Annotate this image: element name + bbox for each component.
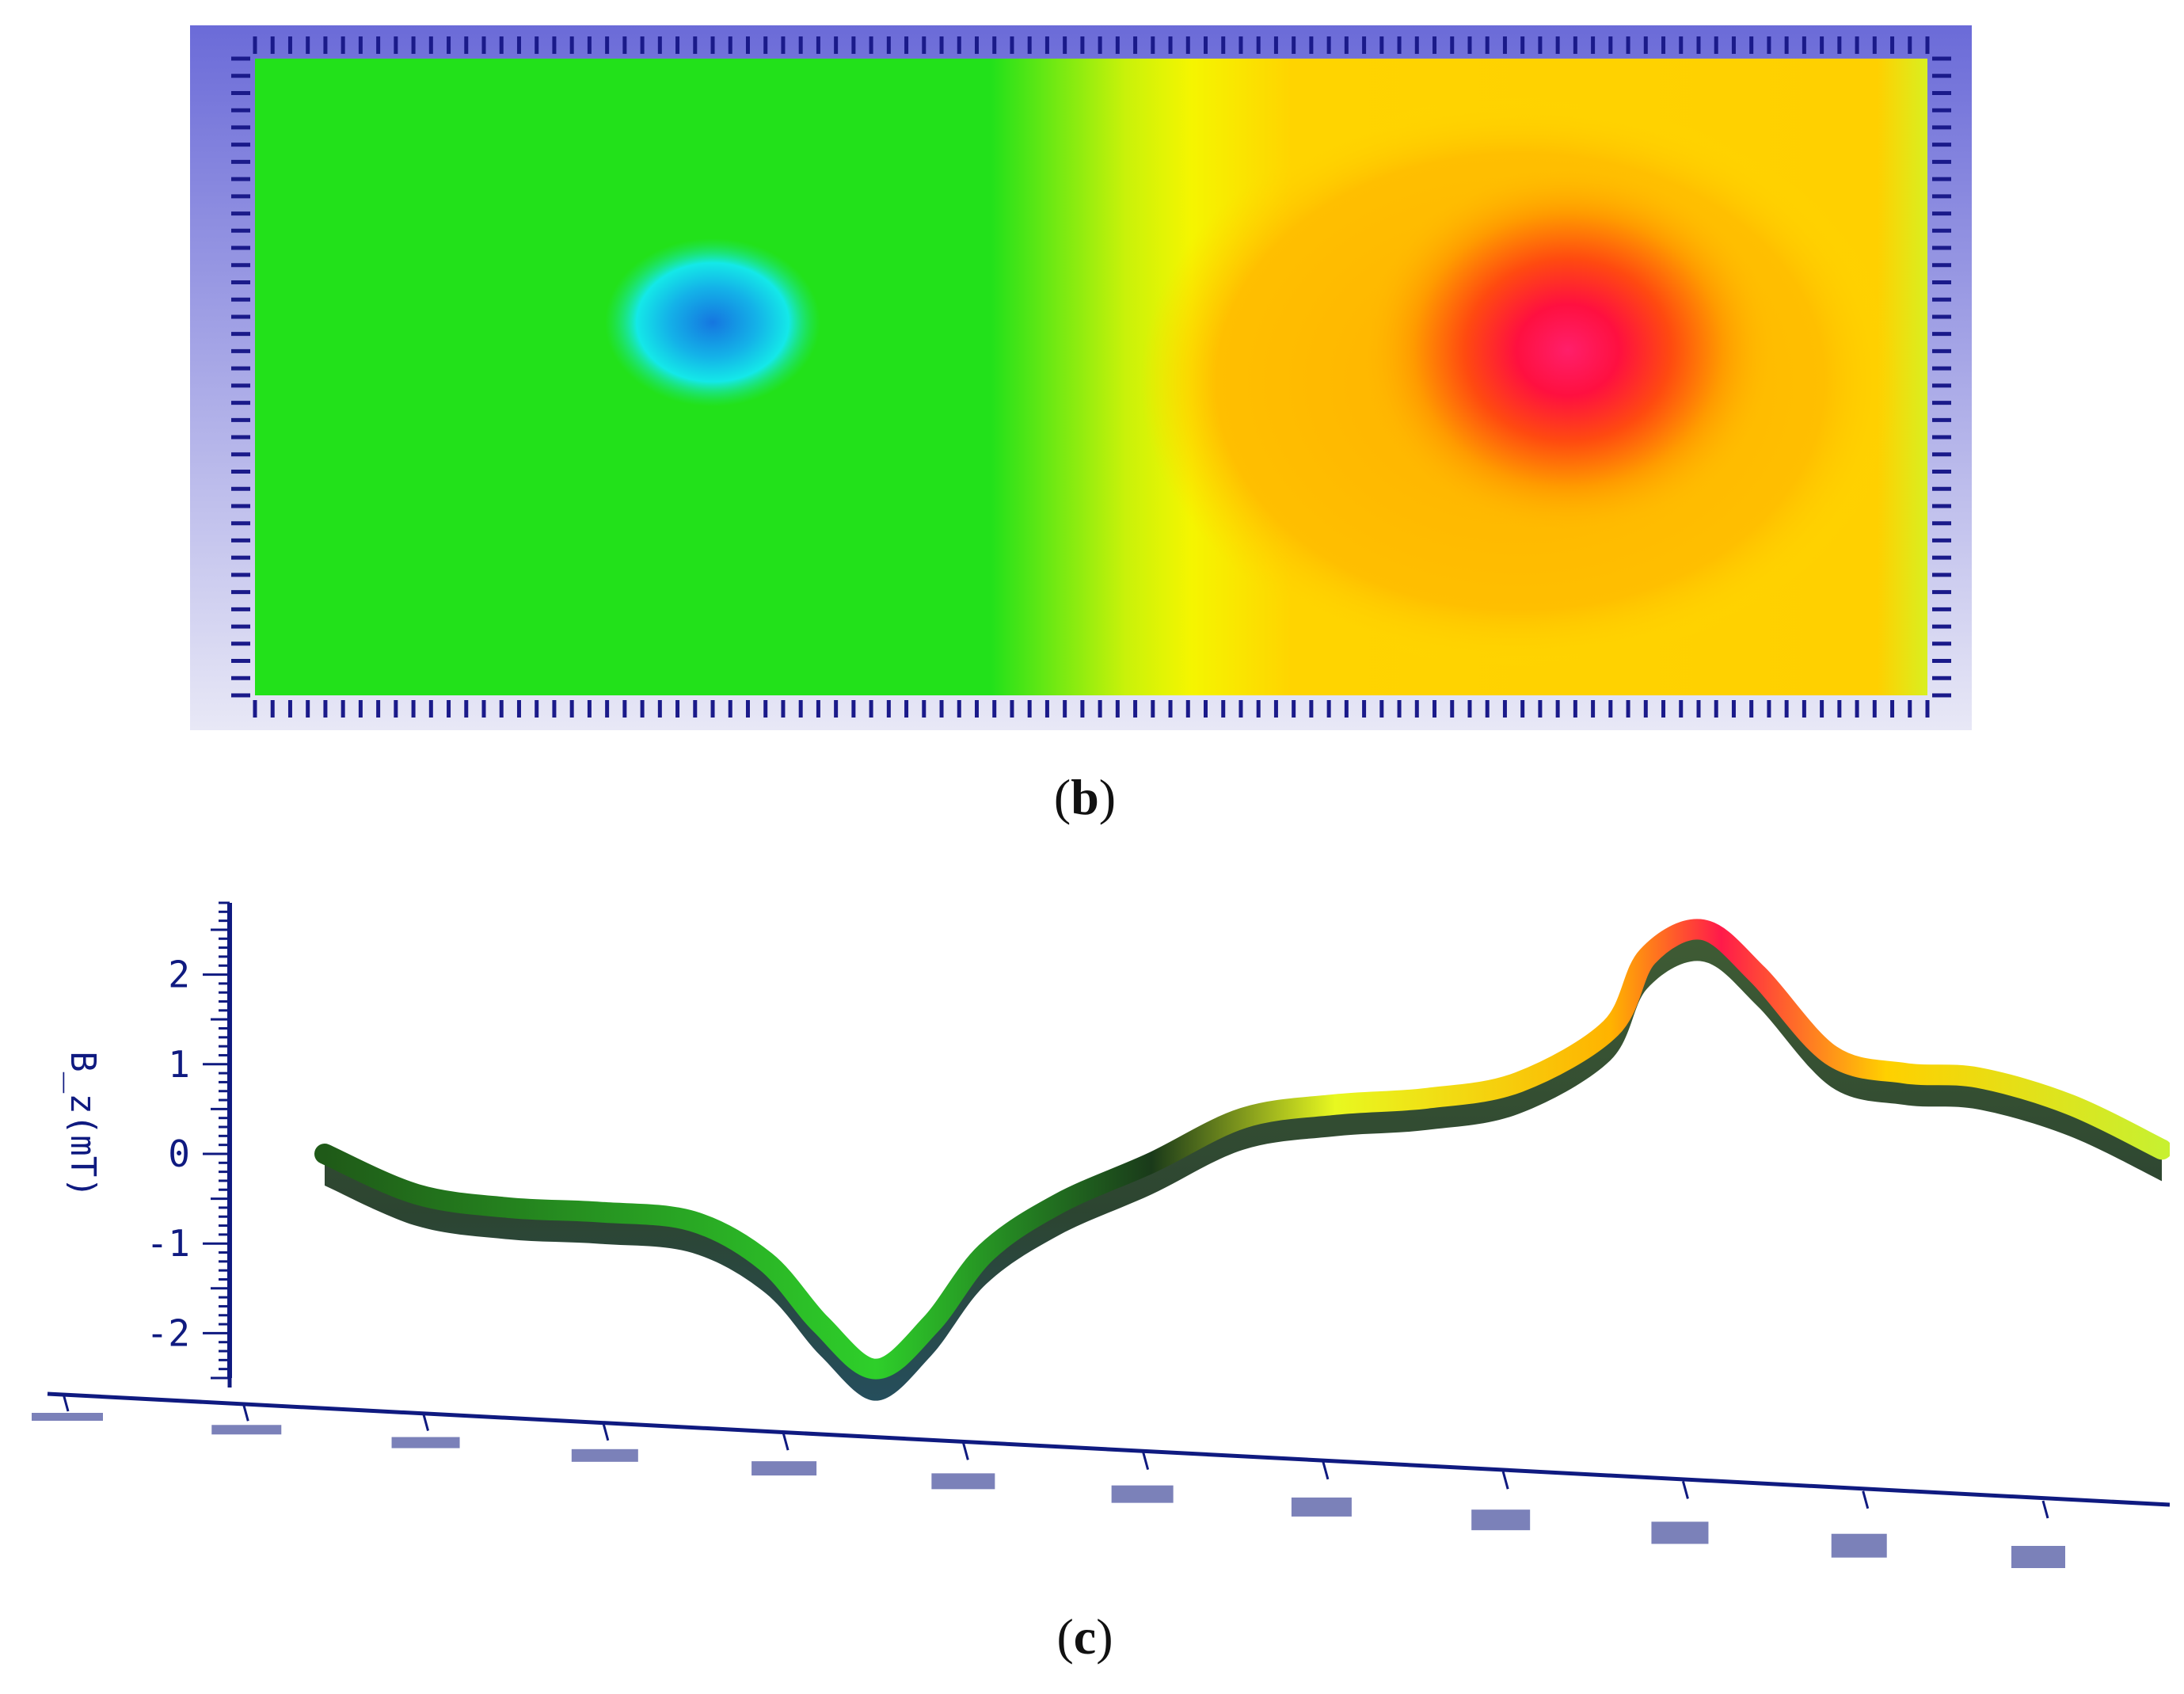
x-tick (422, 1413, 429, 1431)
y-tick-label: -1 (146, 1222, 190, 1265)
x-tick-label-blur (211, 1425, 282, 1435)
x-tick (2041, 1500, 2049, 1519)
x-tick (782, 1432, 790, 1451)
x-tick (1142, 1452, 1150, 1471)
y-tick-label: 2 (168, 954, 190, 996)
y-axis-label: B_z(mT) (63, 1051, 103, 1197)
x-tick-label-blur (1291, 1497, 1352, 1517)
surface-panel: 2 1 0 -1 -2 B_z(mT) (16, 887, 2172, 1571)
surface-underside (325, 929, 2162, 1401)
heatmap-minimum-spot (586, 223, 839, 421)
x-tick-label-blur (571, 1448, 638, 1462)
x-tick (1322, 1461, 1330, 1480)
surface-svg: 2 1 0 -1 -2 B_z(mT) (32, 901, 2172, 1571)
x-tick (62, 1393, 70, 1412)
x-tick (1682, 1481, 1689, 1499)
surface-axes: 2 1 0 -1 -2 (32, 901, 2171, 1571)
x-tick-label-blur (751, 1461, 817, 1476)
heatmap-svg (190, 25, 1972, 730)
y-tick-label: 1 (168, 1043, 190, 1086)
x-tick-label-blur (1831, 1533, 1887, 1558)
x-tick-label-blur (32, 1413, 103, 1421)
x-axis-line (47, 1391, 2171, 1507)
x-tick (242, 1403, 249, 1422)
heatmap-panel (190, 25, 1972, 730)
x-tick (961, 1441, 969, 1460)
heatmap-maximum-spot (1362, 168, 1774, 532)
heatmap-tick-marks (231, 36, 1951, 718)
y-tick-label: 0 (168, 1133, 190, 1175)
x-tick-label-blur (1651, 1521, 1709, 1544)
panel-b-caption: (b) (1053, 769, 1117, 825)
x-tick (1862, 1490, 1870, 1509)
x-tick (1501, 1471, 1509, 1490)
x-tick-label-blur (1111, 1485, 1174, 1503)
x-tick-label-blur (2011, 1546, 2065, 1571)
x-tick-label-blur (391, 1437, 460, 1448)
x-tick-label-blur (931, 1473, 995, 1490)
y-tick-label: -2 (146, 1311, 190, 1354)
surface-top (314, 919, 2172, 1380)
x-tick (602, 1422, 610, 1441)
x-tick-label-blur (1471, 1509, 1531, 1531)
panel-c-caption: (c) (1056, 1608, 1113, 1665)
surface-plot (314, 919, 2172, 1401)
